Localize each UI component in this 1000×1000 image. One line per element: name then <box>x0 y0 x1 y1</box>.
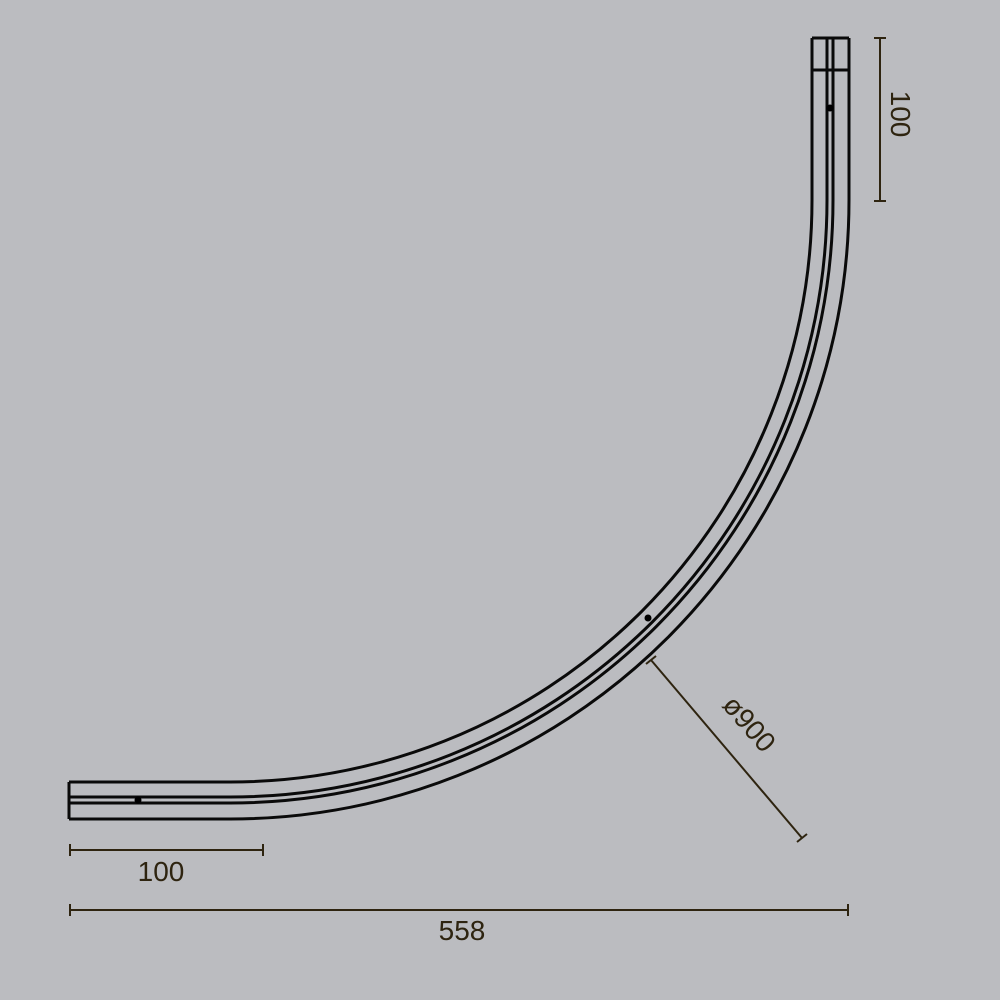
curved-track-profile <box>67 36 851 821</box>
screw-dot-left <box>134 796 142 804</box>
dimension-diameter-900: ø900 <box>645 655 808 843</box>
label-vertical-100: 100 <box>885 91 916 138</box>
label-overall-558: 558 <box>439 915 486 946</box>
track-groove-line-2 <box>69 38 835 805</box>
screw-dot-middle <box>644 614 652 622</box>
dimension-horizontal-100: 100 <box>69 844 264 887</box>
dimension-vertical-100: 100 <box>874 37 916 202</box>
dimension-overall-558: 558 <box>69 904 849 946</box>
track-outer-edge <box>69 38 851 821</box>
screw-dot-top <box>826 104 834 112</box>
track-groove-line-1 <box>69 38 829 799</box>
track-inner-edge <box>69 38 814 784</box>
label-horizontal-100: 100 <box>138 856 185 887</box>
